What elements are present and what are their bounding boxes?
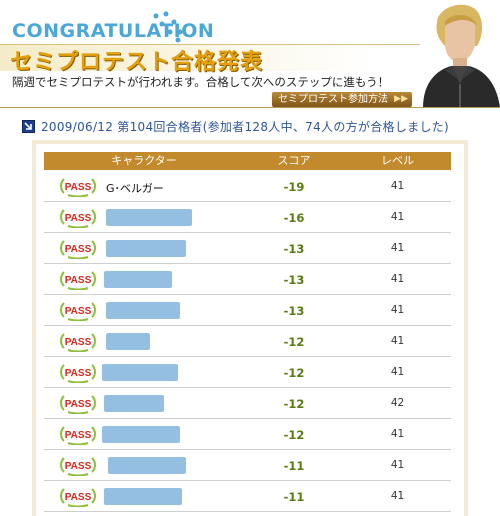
score-value: -11 [283,490,305,504]
double-arrow-icon: ▶▶ [394,94,408,104]
score-value: -13 [283,242,305,256]
redacted-name [108,457,186,474]
score-value: -13 [283,273,305,287]
results-table-header: キャラクター スコア レベル [44,152,451,170]
pass-badge-icon: PASS [58,299,98,321]
headline-background [0,44,420,71]
pass-badge-text: PASS [65,399,92,410]
redacted-name [104,271,172,288]
pass-badge-text: PASS [65,275,92,286]
redacted-name [106,302,180,319]
table-row: PASS -13 41 [44,233,451,264]
score-value: -16 [283,211,305,225]
pass-badge-graphic: PASS [60,302,96,321]
banner-divider [0,107,500,108]
score-value: -11 [283,459,305,473]
pass-badge-graphic: PASS [60,364,96,383]
sparkle-icon [153,11,183,43]
level-value: 41 [390,242,405,254]
pass-badge-icon: PASS [58,237,98,259]
character-illustration [423,4,500,108]
pass-badge-icon: PASS [58,175,98,197]
header-level: レベル [381,154,414,167]
join-button-label: セミプロテスト参加方法 [278,94,388,105]
pass-badge-text: PASS [65,461,92,472]
redacted-name [106,333,150,350]
pass-badge-graphic: PASS [60,209,96,228]
pass-badge-graphic: PASS [60,271,96,290]
table-row: PASS -12 41 [44,419,451,450]
header-banner: CONGRATULATION セミプロテスト合格発表 隔週でセミプロテストが行わ… [0,0,500,108]
score-value: -13 [283,304,305,318]
pass-badge-text: PASS [65,337,92,348]
pass-badge-text: PASS [65,182,92,193]
level-value: 41 [390,459,405,471]
table-row: PASS G･ベルガー -19 41 [44,171,451,202]
level-value: 41 [390,211,405,223]
table-row: PASS -11 41 [44,450,451,481]
header-character: キャラクター [111,154,177,167]
table-row: PASS -12 42 [44,388,451,419]
pass-badge-graphic: PASS [60,333,96,352]
pass-badge-icon: PASS [58,454,98,476]
pass-badge-graphic: PASS [60,488,96,507]
table-row: PASS -16 41 [44,202,451,233]
pass-badge-icon: PASS [58,361,98,383]
pass-badge-text: PASS [65,213,92,224]
pass-badge-graphic: PASS [60,395,96,414]
results-table-body: PASS G･ベルガー -19 41 PASS -16 41 PASS -13 … [44,171,451,512]
redacted-name [106,240,186,257]
table-row: PASS -13 41 [44,295,451,326]
level-value: 41 [390,490,405,502]
score-value: -12 [283,335,305,349]
score-value: -12 [283,366,305,380]
result-summary: 2009/06/12 第104回合格者(参加者128人中、74人の方が合格しまし… [22,118,449,134]
pass-badge-text: PASS [65,244,92,255]
level-value: 42 [390,397,405,409]
level-value: 41 [390,273,405,285]
pass-badge-text: PASS [65,368,92,379]
table-row: PASS -12 41 [44,357,451,388]
pass-badge-graphic: PASS [60,457,96,476]
header-score: スコア [277,154,311,167]
pass-badge-icon: PASS [58,330,98,352]
pass-badge-text: PASS [65,492,92,503]
redacted-name [106,209,192,226]
level-value: 41 [390,335,405,347]
level-value: 41 [390,180,405,192]
level-value: 41 [390,304,405,316]
pass-badge-icon: PASS [58,268,98,290]
pass-badge-icon: PASS [58,206,98,228]
level-value: 41 [390,428,405,440]
pass-badge-icon: PASS [58,485,98,507]
table-row: PASS -12 41 [44,326,451,357]
pass-badge-icon: PASS [58,392,98,414]
character-name: G･ベルガー [106,182,164,195]
score-value: -12 [283,397,305,411]
pass-badge-text: PASS [65,430,92,441]
level-value: 41 [390,366,405,378]
join-semipro-test-button[interactable]: セミプロテスト参加方法 ▶▶ [272,92,412,107]
pass-badge-graphic: PASS [60,240,96,259]
pass-badge-text: PASS [65,306,92,317]
pass-badge-icon: PASS [58,423,98,445]
table-row: PASS -11 41 [44,481,451,512]
arrow-square-icon [22,119,35,133]
score-value: -12 [283,428,305,442]
redacted-name [104,488,182,505]
redacted-name [104,395,164,412]
page-title: セミプロテスト合格発表 [10,50,264,75]
result-summary-text: 2009/06/12 第104回合格者(参加者128人中、74人の方が合格しまし… [41,119,450,134]
results-table-frame [32,140,468,516]
pass-badge-graphic: PASS [60,426,96,445]
redacted-name [102,426,180,443]
score-value: -19 [283,180,305,194]
page-subtitle: 隔週でセミプロテストが行われます。合格して次へのステップに進もう！ [12,75,390,89]
pass-badge-graphic: PASS [60,178,96,197]
redacted-name [102,364,178,381]
table-row: PASS -13 41 [44,264,451,295]
